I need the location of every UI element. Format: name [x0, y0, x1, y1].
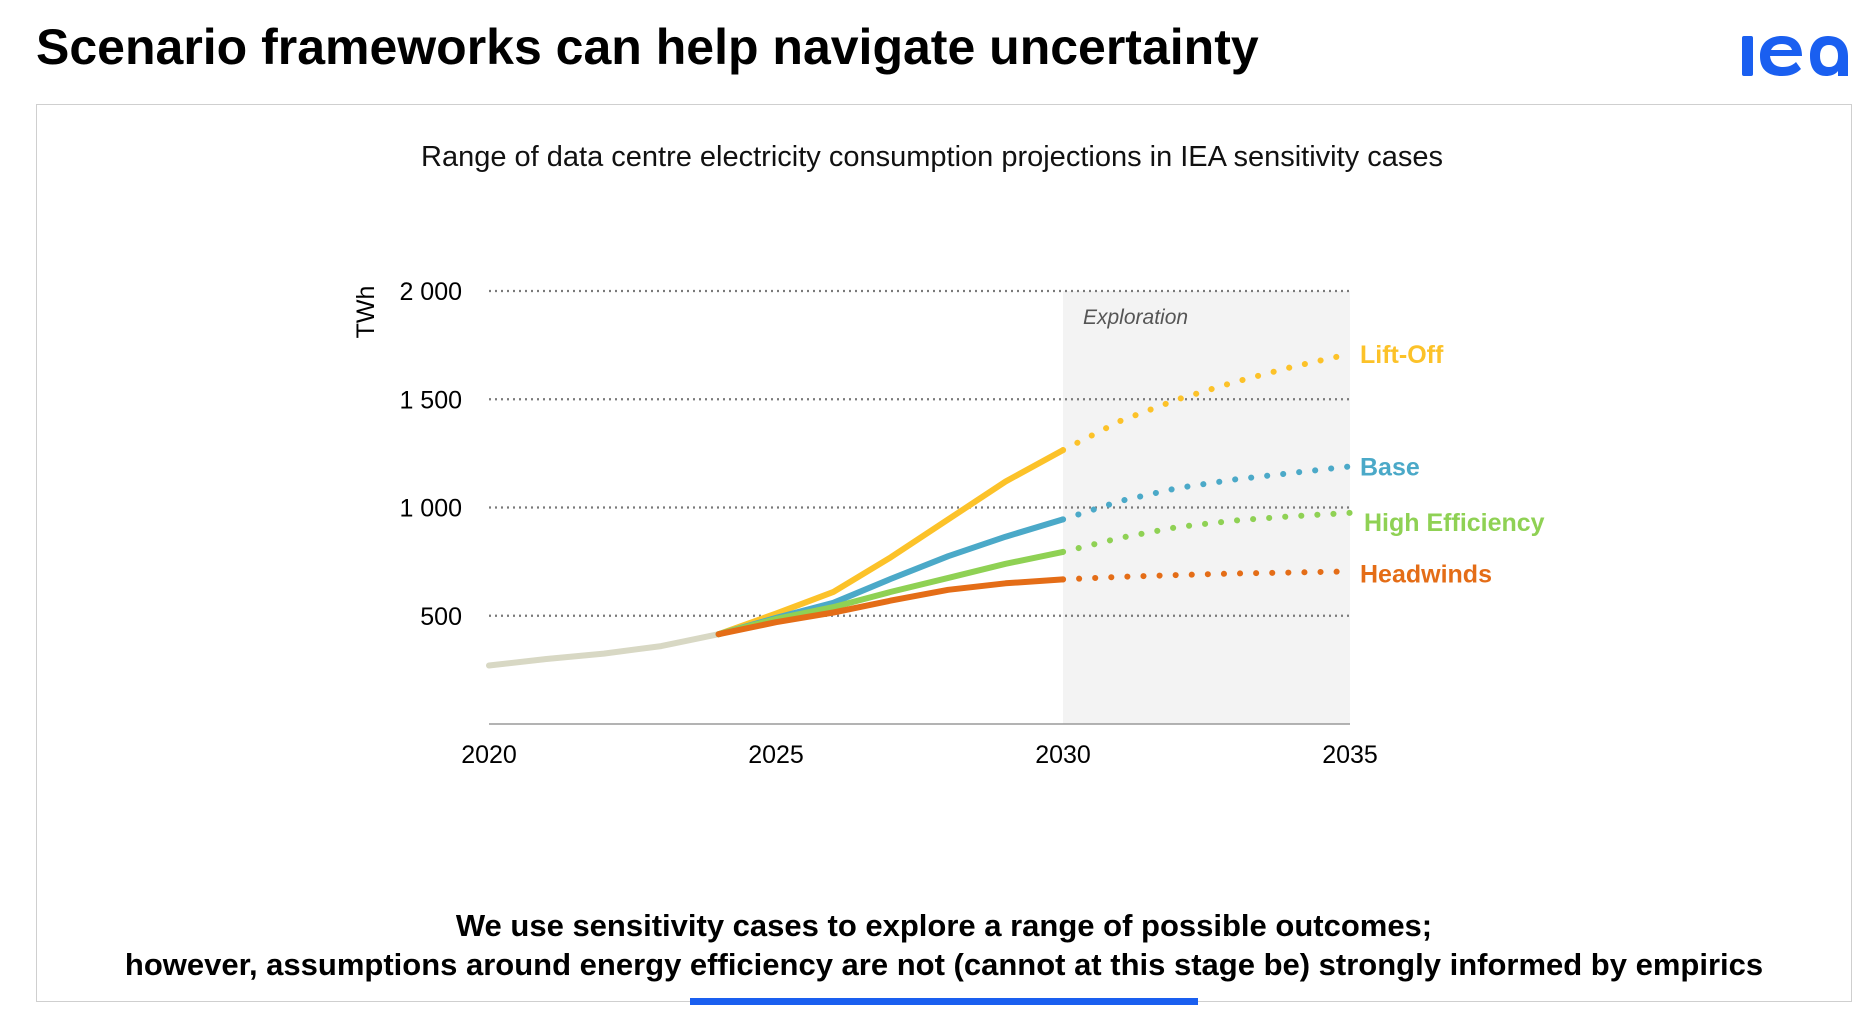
x-tick-label: 2035: [1322, 741, 1378, 769]
series-base-line: [715, 516, 1066, 638]
y-tick-label: 2 000: [399, 278, 462, 306]
x-tick-label: 2020: [461, 741, 517, 769]
footer-accent-bar: [690, 998, 1198, 1005]
y-tick-label: 500: [420, 603, 462, 631]
y-tick-label: 1 500: [399, 386, 462, 414]
series-lift-off-projection: [1060, 350, 1353, 454]
series-headwinds-projection: [1060, 568, 1353, 583]
exploration-label: Exploration: [1083, 306, 1188, 329]
series-label-base: Base: [1360, 453, 1420, 481]
series-lift-off-line: [715, 447, 1066, 638]
chart-title: Range of data centre electricity consump…: [421, 141, 1443, 173]
chart-panel: [36, 104, 1852, 1002]
series-headwinds-line: [715, 576, 1066, 638]
series-label-lift-off: Lift-Off: [1360, 341, 1444, 369]
series-historical-line: [486, 631, 722, 669]
y-axis-title: TWh: [352, 286, 380, 339]
y-tick-label: 1 000: [399, 495, 462, 523]
series-high-efficiency-projection: [1060, 509, 1353, 555]
footer-line-1: We use sensitivity cases to explore a ra…: [455, 908, 1433, 943]
series-label-headwinds: Headwinds: [1360, 560, 1492, 588]
logo-stroke-i: [1742, 36, 1753, 76]
footer-text: We use sensitivity cases to explore a ra…: [36, 906, 1852, 984]
series-label-high-efficiency: High Efficiency: [1364, 509, 1545, 537]
series-base-projection: [1060, 463, 1353, 523]
x-tick-label: 2030: [1035, 741, 1091, 769]
x-tick-label: 2025: [748, 741, 804, 769]
logo-stroke-a: [1810, 36, 1848, 76]
iea-logo: [1742, 36, 1848, 76]
footer-line-2: however, assumptions around energy effic…: [124, 947, 1764, 982]
series-high-efficiency-line: [715, 548, 1066, 638]
page-title: Scenario frameworks can help navigate un…: [36, 19, 1259, 75]
logo-stroke-e: [1760, 36, 1802, 76]
